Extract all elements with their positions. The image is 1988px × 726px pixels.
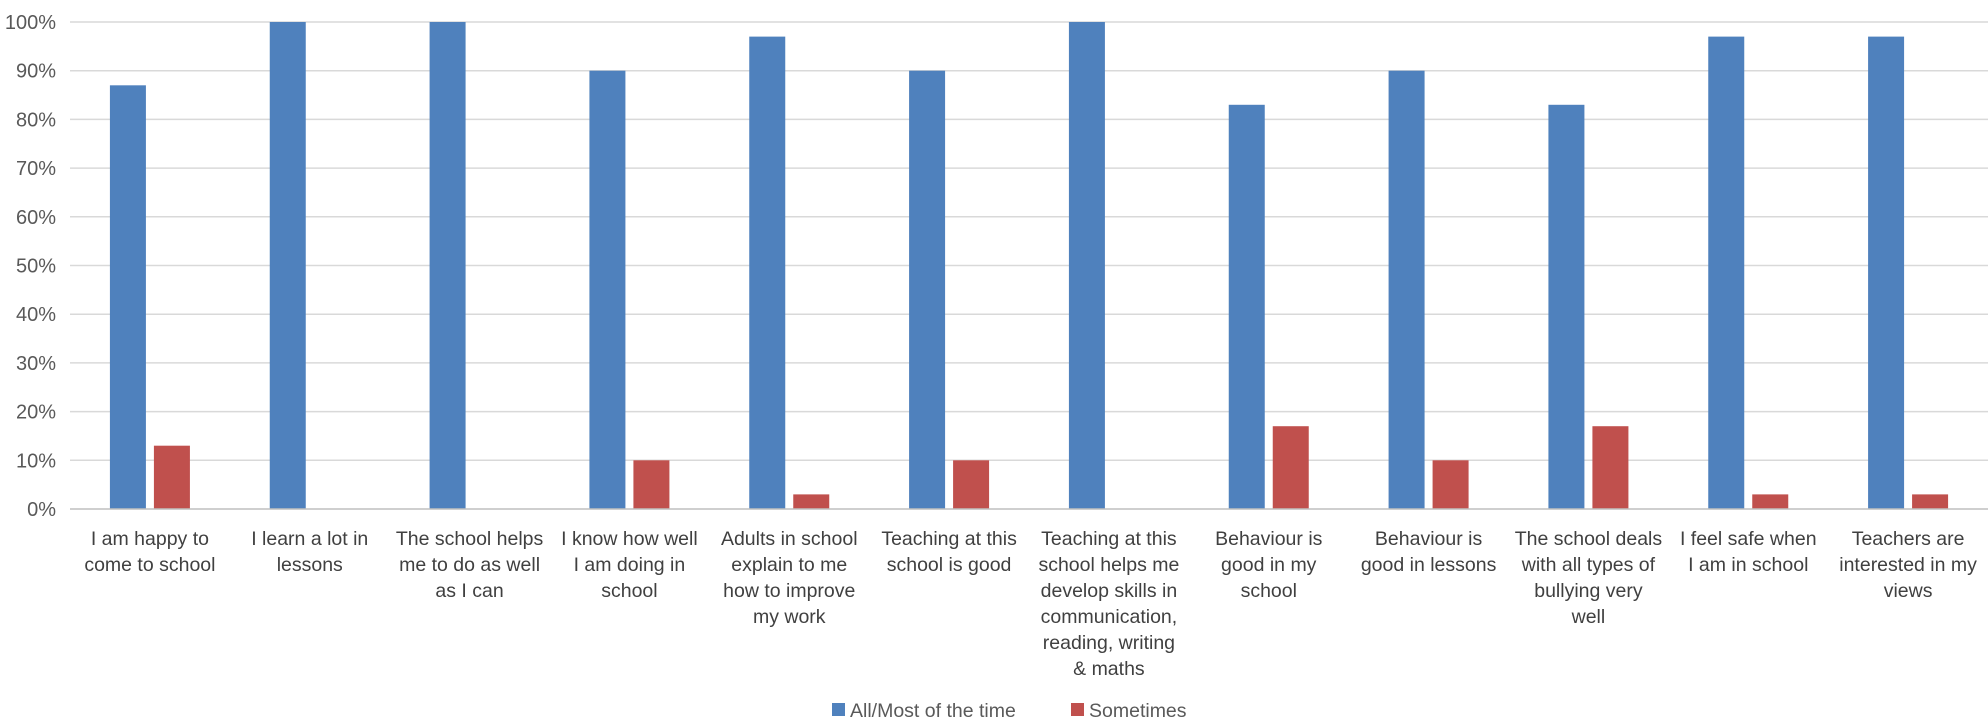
bar-sometimes bbox=[793, 494, 830, 509]
bar-all-most bbox=[1708, 36, 1745, 510]
legend-swatch bbox=[832, 703, 845, 716]
x-category-label-line: I know how well bbox=[561, 528, 698, 550]
bar-sometimes bbox=[1592, 426, 1629, 509]
x-category-label-line: explain to me bbox=[731, 554, 847, 576]
bar-all-most bbox=[1388, 70, 1425, 509]
y-tick-label: 30% bbox=[16, 353, 56, 375]
bar-all-most bbox=[589, 70, 626, 509]
x-category-label-line: communication, bbox=[1041, 606, 1178, 628]
bar-sometimes bbox=[1432, 460, 1469, 509]
x-category-label-line: me to do as well bbox=[399, 554, 540, 576]
x-category-label: Adults in school explain to me how to impr… bbox=[721, 528, 858, 628]
y-tick-label: 90% bbox=[16, 61, 56, 83]
x-category-label-line: The school deals bbox=[1515, 528, 1663, 550]
x-category-label-line: good in my bbox=[1221, 554, 1317, 576]
y-tick-label: 10% bbox=[16, 450, 56, 472]
x-category-label-line: school bbox=[601, 580, 657, 602]
bar-all-most bbox=[909, 70, 946, 509]
x-category-label-line: views bbox=[1884, 580, 1933, 602]
x-category-label: The school deals with all types of bullyin… bbox=[1515, 528, 1663, 628]
x-category-label-line: bullying very bbox=[1534, 580, 1643, 602]
x-category-label-line: Adults in school bbox=[721, 528, 858, 550]
x-category-label-line: I am happy to bbox=[91, 528, 209, 550]
y-tick-label: 100% bbox=[5, 12, 56, 34]
x-category-label: Behaviour is good in lessons bbox=[1361, 528, 1497, 576]
y-tick-label: 80% bbox=[16, 109, 56, 131]
legend-swatch bbox=[1071, 703, 1084, 716]
x-category-label-line: school bbox=[1241, 580, 1297, 602]
x-category-label-line: Teaching at this bbox=[881, 528, 1017, 550]
bar-all-most bbox=[109, 85, 146, 509]
y-tick-label: 20% bbox=[16, 402, 56, 424]
x-category-label-line: school is good bbox=[887, 554, 1012, 576]
x-category-label-line: The school helps bbox=[396, 528, 544, 550]
bar-sometimes bbox=[633, 460, 670, 509]
x-category-label-line: lessons bbox=[277, 554, 343, 576]
x-category-label-line: Behaviour is bbox=[1375, 528, 1483, 550]
x-category-label: I am happy to come to school bbox=[84, 528, 215, 576]
x-category-label-line: I am in school bbox=[1688, 554, 1808, 576]
gridlines bbox=[70, 21, 1988, 462]
x-category-label: I feel safe when I am in school bbox=[1680, 528, 1817, 576]
x-category-label: Teaching at this school is good bbox=[881, 528, 1017, 576]
x-category-label: The school helps me to do as well as I can bbox=[396, 528, 544, 602]
bar-sometimes bbox=[1272, 426, 1309, 509]
y-axis-tick-labels: 0% 10% 20% 30% 40% 50% 60% 70% 80% 90% 100% bbox=[5, 12, 56, 521]
y-tick-label: 40% bbox=[16, 304, 56, 326]
y-tick-label: 70% bbox=[16, 158, 56, 180]
x-axis-category-labels: I am happy to come to school I learn a lot… bbox=[84, 528, 1977, 680]
x-category-label-line: Teachers are bbox=[1852, 528, 1965, 550]
x-category-label-line: I am doing in bbox=[574, 554, 686, 576]
x-category-label-line: develop skills in bbox=[1041, 580, 1178, 602]
x-category-label-line: as I can bbox=[435, 580, 503, 602]
x-category-label-line: my work bbox=[753, 606, 826, 628]
x-category-label-line: Teaching at this bbox=[1041, 528, 1177, 550]
x-category-label: Teachers are interested in my views bbox=[1839, 528, 1977, 602]
x-category-label-line: I feel safe when bbox=[1680, 528, 1817, 550]
x-category-label-line: Behaviour is bbox=[1215, 528, 1323, 550]
x-category-label-line: how to improve bbox=[723, 580, 855, 602]
bar-all-most bbox=[429, 22, 466, 509]
legend: All/Most of the time Sometimes bbox=[832, 700, 1187, 722]
x-category-label-line: come to school bbox=[84, 554, 215, 576]
x-category-label-line: reading, writing bbox=[1043, 632, 1175, 654]
bars bbox=[109, 22, 1949, 510]
x-category-label-line: & maths bbox=[1073, 658, 1145, 680]
bar-sometimes bbox=[1752, 494, 1789, 509]
legend-label: Sometimes bbox=[1089, 700, 1187, 722]
y-tick-label: 50% bbox=[16, 256, 56, 278]
legend-label: All/Most of the time bbox=[850, 700, 1016, 722]
x-category-label: Behaviour is good in my school bbox=[1215, 528, 1323, 602]
y-tick-label: 0% bbox=[27, 499, 56, 521]
x-category-label: Teaching at this school helps me develop s… bbox=[1038, 528, 1179, 680]
bar-all-most bbox=[1228, 104, 1265, 509]
bar-all-most bbox=[1868, 36, 1905, 510]
x-category-label-line: well bbox=[1571, 606, 1606, 628]
x-category-label-line: interested in my bbox=[1839, 554, 1977, 576]
x-category-label-line: good in lessons bbox=[1361, 554, 1497, 576]
bar-sometimes bbox=[153, 445, 190, 509]
bar-all-most bbox=[269, 22, 306, 509]
bar-sometimes bbox=[953, 460, 990, 509]
bar-all-most bbox=[1548, 104, 1585, 509]
x-category-label: I learn a lot in lessons bbox=[251, 528, 368, 576]
x-category-label-line: I learn a lot in bbox=[251, 528, 368, 550]
bar-all-most bbox=[749, 36, 786, 510]
y-tick-label: 60% bbox=[16, 207, 56, 229]
x-category-label-line: with all types of bbox=[1521, 554, 1656, 576]
x-category-label-line: school helps me bbox=[1038, 554, 1179, 576]
bar-all-most bbox=[1068, 22, 1105, 509]
x-category-label: I know how well I am doing in school bbox=[561, 528, 698, 602]
bar-sometimes bbox=[1912, 494, 1949, 509]
